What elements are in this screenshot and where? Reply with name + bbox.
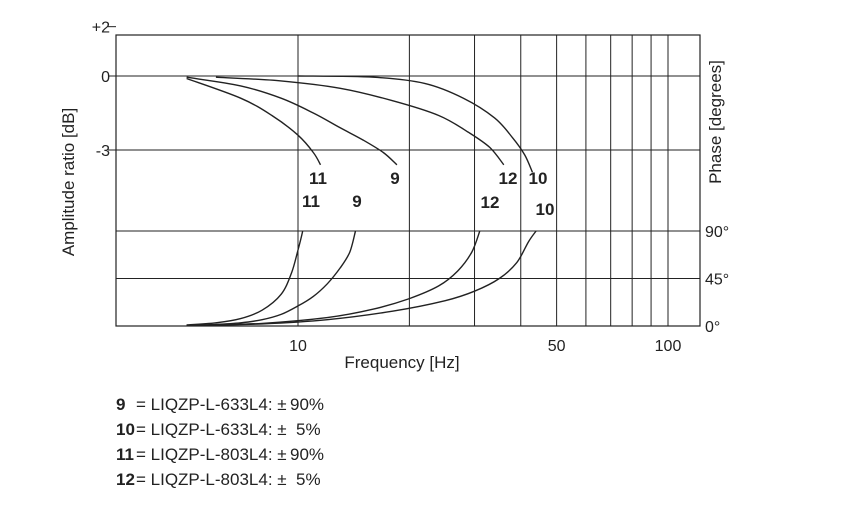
axis-layer: +2 0 -3 90° 45° 0° 10 50 100 Frequency [Hz] Amplit… (59, 20, 729, 372)
amplitude-curve-label-12: 12 (499, 169, 518, 188)
legend-row-10: 10= LIQZP-L-633L4: ± 5% (116, 417, 324, 442)
amplitude-curve-12 (215, 76, 505, 166)
phase-curve-label-11: 11 (302, 192, 320, 211)
phase-curve-11 (186, 230, 304, 326)
legend: 9 = LIQZP-L-633L4: ± 90% 10= LIQZP-L-633L… (116, 392, 324, 492)
legend-number: 12 (116, 470, 135, 489)
phase-curve-9 (186, 230, 357, 327)
grid-layer (108, 26, 701, 327)
phase-tick-label: 45° (705, 272, 729, 289)
plot-frame (115, 34, 701, 327)
right-axis-title: Phase [degrees] (706, 60, 725, 184)
amplitude-curve-9 (186, 76, 398, 166)
phase-curve-label-10: 10 (536, 200, 555, 219)
x-tick-label: 10 (289, 338, 307, 355)
legend-text: = LIQZP-L-633L4: ± 5% (136, 420, 321, 439)
legend-row-11: 11 = LIQZP-L-803L4: ± 90% (116, 442, 324, 467)
amplitude-curve-label-10: 10 (529, 169, 548, 188)
phase-curve-12 (186, 230, 481, 327)
left-axis-title: Amplitude ratio [dB] (59, 108, 78, 256)
x-tick-label: 50 (548, 338, 566, 355)
legend-row-12: 12= LIQZP-L-803L4: ± 5% (116, 467, 324, 492)
legend-text: = LIQZP-L-633L4: ± 90% (136, 395, 325, 414)
amplitude-tick-label: 0 (101, 69, 110, 86)
legend-number: 10 (116, 420, 135, 439)
x-tick-label: 100 (655, 338, 682, 355)
phase-tick-label: 0° (705, 319, 720, 336)
curve-layer (186, 75, 537, 327)
label-layer: 9 9 10 10 11 11 12 12 (302, 169, 554, 219)
amplitude-curve-label-9: 9 (390, 169, 399, 188)
amplitude-curve-10 (297, 75, 534, 173)
chart-svg: 9 9 10 10 11 11 12 12 +2 0 -3 90° 45° 0° 10 50 100 Frequ… (59, 20, 729, 372)
amplitude-curve-label-11: 11 (309, 169, 327, 188)
legend-number: 11 (116, 445, 134, 464)
amplitude-curve-11 (186, 77, 322, 166)
legend-text: = LIQZP-L-803L4: ± 90% (136, 445, 325, 464)
amplitude-tick-label: +2 (92, 20, 110, 37)
legend-text: = LIQZP-L-803L4: ± 5% (136, 470, 321, 489)
phase-curve-label-9: 9 (352, 192, 361, 211)
amplitude-tick-label: -3 (96, 143, 110, 160)
x-axis-title: Frequency [Hz] (344, 353, 459, 372)
phase-curve-10 (186, 230, 537, 327)
legend-row-9: 9 = LIQZP-L-633L4: ± 90% (116, 392, 324, 417)
legend-number: 9 (116, 395, 126, 414)
phase-curve-label-12: 12 (481, 193, 500, 212)
phase-tick-label: 90° (705, 224, 729, 241)
